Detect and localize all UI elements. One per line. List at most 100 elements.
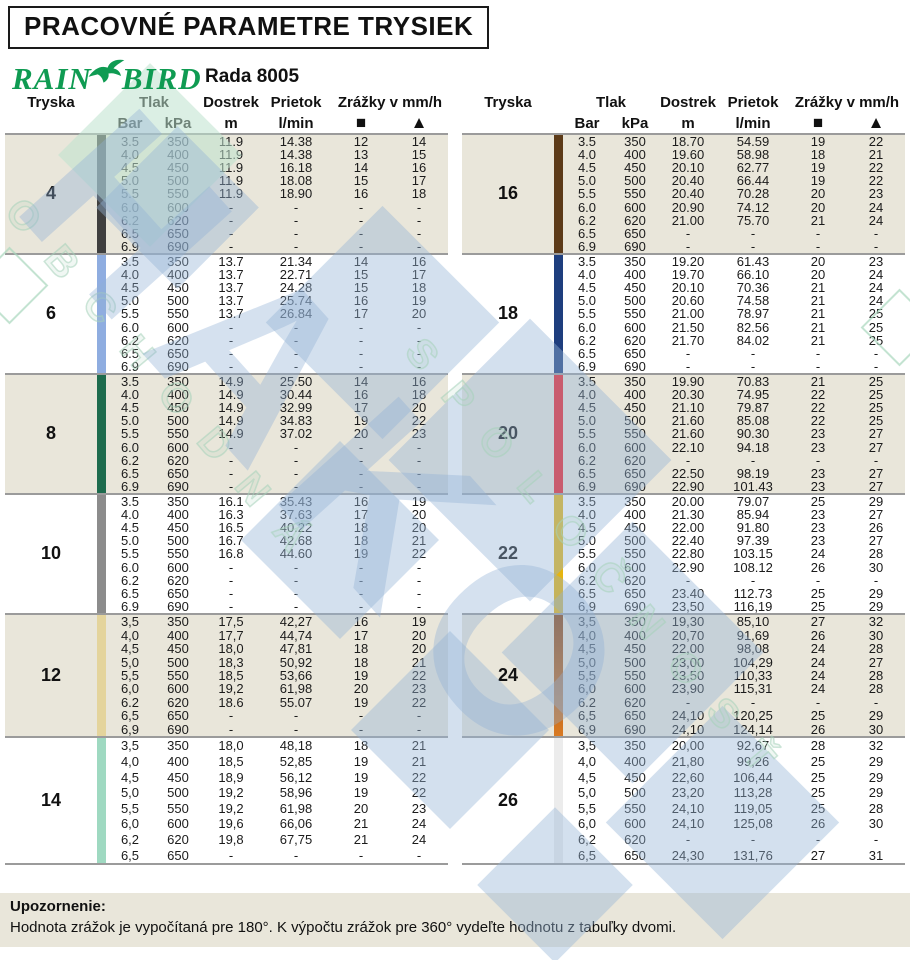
cell-dostrek-m: 20,70 [671, 627, 705, 643]
cell-kpa: 400 [167, 267, 189, 283]
cell-bar: 4.5 [120, 160, 140, 176]
cell-zrazky-square: 16 [353, 387, 369, 403]
cell-zrazky-square: 25 [810, 585, 826, 601]
cell-zrazky-square: 20 [353, 681, 369, 697]
cell-zrazky-square: 16 [353, 614, 369, 630]
bird-icon [86, 56, 126, 92]
cell-zrazky-square: 26 [810, 627, 826, 643]
cell-zrazky-triangle: 19 [411, 494, 427, 510]
cell-zrazky-square: - [358, 319, 364, 335]
cell-zrazky-triangle: 20 [411, 507, 427, 523]
nozzle-section-10: 10 3.5 350 16.1 35.43 16 19 4.0 400 16.3 37.63 17 20… [5, 493, 448, 613]
cell-prietok-lmin: 16.18 [279, 160, 313, 176]
cell-bar: 5.0 [577, 173, 597, 189]
cell-zrazky-square: - [358, 439, 364, 455]
cell-zrazky-square: 18 [353, 654, 369, 670]
cell-bar: 3.5 [577, 254, 597, 270]
cell-prietok-lmin: 32.99 [279, 400, 313, 416]
cell-zrazky-square: 21 [810, 293, 826, 309]
cell-bar: 6.2 [577, 332, 597, 348]
cell-prietok-lmin: 106,44 [733, 769, 773, 785]
cell-zrazky-triangle: 20 [411, 641, 427, 657]
cell-prietok-lmin: 103.15 [733, 546, 773, 562]
cell-dostrek-m: - [228, 465, 234, 481]
cell-zrazky-square: 18 [810, 147, 826, 163]
cell-zrazky-triangle: 22 [868, 134, 884, 150]
cell-prietok-lmin: - [293, 721, 299, 737]
cell-dostrek-m: 20,00 [671, 738, 705, 754]
cell-prietok-lmin: 22.71 [279, 267, 313, 283]
cell-kpa: 690 [624, 721, 646, 737]
cell-dostrek-m: - [228, 439, 234, 455]
cell-prietok-lmin: 50,92 [279, 654, 313, 670]
cell-bar: 5,5 [120, 800, 140, 816]
cell-zrazky-triangle: 28 [868, 641, 884, 657]
cell-dostrek-m: 13.7 [218, 267, 244, 283]
cell-prietok-lmin: 120,25 [733, 708, 773, 724]
cell-bar: 4.0 [577, 147, 597, 163]
cell-kpa: 450 [167, 641, 189, 657]
cell-bar: 3.5 [120, 494, 140, 510]
cell-dostrek-m: 22.50 [671, 465, 705, 481]
cell-zrazky-triangle: - [416, 345, 422, 361]
cell-zrazky-triangle: - [416, 465, 422, 481]
cell-bar: 6,9 [577, 598, 597, 614]
cell-kpa: 500 [167, 533, 189, 549]
cell-dostrek-m: 22.10 [671, 439, 705, 455]
cell-prietok-lmin: 48,18 [279, 738, 313, 754]
cell-zrazky-triangle: 24 [411, 816, 427, 832]
cell-dostrek-m: 21.30 [671, 507, 705, 523]
cell-kpa: 600 [624, 816, 646, 832]
cell-kpa: 350 [167, 254, 189, 270]
cell-prietok-lmin: 30.44 [279, 387, 313, 403]
cell-prietok-lmin: 18.08 [279, 173, 313, 189]
cell-prietok-lmin: 79.07 [736, 494, 770, 510]
cell-zrazky-square: 17 [353, 306, 369, 322]
cell-dostrek-m: - [228, 332, 234, 348]
cell-bar: 6.0 [577, 319, 597, 335]
cell-zrazky-triangle: 25 [868, 413, 884, 429]
cell-bar: 4,0 [577, 753, 597, 769]
cell-kpa: 350 [624, 494, 646, 510]
cell-bar: 4.5 [577, 280, 597, 296]
cell-dostrek-m: 19,2 [218, 800, 244, 816]
cell-bar: 6.9 [577, 478, 597, 494]
cell-zrazky-triangle: - [416, 572, 422, 588]
cell-bar: 4.5 [120, 520, 140, 536]
cell-bar: 4.0 [120, 267, 140, 283]
cell-kpa: 500 [167, 173, 189, 189]
cell-kpa: 550 [624, 546, 646, 562]
cell-bar: 6.2 [577, 452, 597, 468]
cell-zrazky-triangle: 26 [868, 520, 884, 536]
cell-kpa: 400 [624, 267, 646, 283]
cell-zrazky-triangle: - [416, 238, 422, 254]
cell-kpa: 600 [167, 439, 189, 455]
cell-zrazky-square: - [815, 345, 821, 361]
cell-bar: 3.5 [120, 254, 140, 270]
cell-kpa: 620 [167, 452, 189, 468]
nozzle-section-22: 22 3.5 350 20.00 79.07 25 29 4.0 400 21.30 85.94 23… [462, 493, 905, 613]
cell-zrazky-triangle: 27 [868, 426, 884, 442]
triangle-icon: ▲ [410, 113, 428, 132]
cell-zrazky-triangle: 23 [868, 254, 884, 270]
cell-zrazky-square: 24 [810, 546, 826, 562]
cell-zrazky-triangle: 16 [411, 374, 427, 390]
cell-prietok-lmin: 53,66 [279, 667, 313, 683]
cell-prietok-lmin: - [293, 319, 299, 335]
cell-kpa: 400 [167, 627, 189, 643]
tables-container: Tryska Tlak Dostrek Prietok Zrážky v mm/h Bar… [5, 92, 905, 865]
cell-bar: 6.5 [577, 465, 597, 481]
cell-kpa: 600 [624, 439, 646, 455]
cell-dostrek-m: 19.20 [671, 254, 705, 270]
column-header-tryska: Tryska [484, 94, 532, 111]
cell-prietok-lmin: 24.28 [279, 280, 313, 296]
title-box: PRACOVNÉ PARAMETRE TRYSIEK [8, 6, 490, 49]
cell-prietok-lmin: - [750, 452, 756, 468]
cell-zrazky-triangle: - [416, 847, 422, 863]
cell-kpa: 450 [167, 280, 189, 296]
cell-zrazky-square: 19 [353, 694, 369, 710]
cell-dostrek-m: 20.10 [671, 280, 705, 296]
cell-zrazky-triangle: 20 [411, 627, 427, 643]
cell-prietok-lmin: 84.02 [736, 332, 770, 348]
